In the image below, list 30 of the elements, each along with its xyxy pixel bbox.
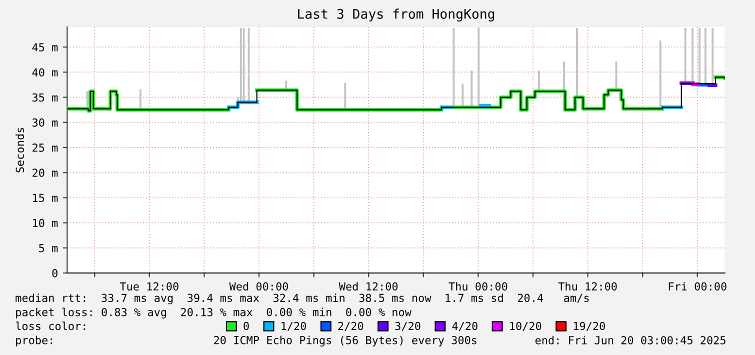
x-tick-label: Tue 12:00 — [120, 282, 178, 291]
legend-label: 10/20 — [510, 322, 542, 332]
legend-label: 2/20 — [338, 322, 364, 332]
text: median rtt: 33.7 ms avg 39.4 ms max 32.4 ms min 38.5 ms now 1.7 ms sd 20.4 am/s — [16, 294, 589, 304]
x-tick-label: Wed 00:00 — [229, 282, 288, 291]
y-tick-label: 45 m — [32, 43, 58, 52]
y-tick-label: 10 m — [33, 218, 58, 228]
y-tick-label: 20 m — [32, 168, 58, 177]
legend-label: 4/20 — [452, 322, 478, 332]
x-tick-label: Fri 00:00 — [668, 282, 726, 291]
y-tick-label: 0 — [52, 269, 58, 278]
y-tick-label: 15 m — [33, 194, 58, 202]
x-tick-label: Thu 12:00 — [558, 282, 617, 291]
legend-title: loss color: — [16, 322, 86, 330]
chart-title: Last 3 Days from HongKong — [298, 8, 494, 22]
y-tick-label: 40 m — [32, 68, 58, 77]
legend-label: 19/20 — [574, 322, 605, 332]
y-tick-label: 35 m — [32, 93, 58, 102]
y-tick-label: 30 m — [32, 118, 58, 127]
text: probe: 20 ICMP Echo Pings (56 Bytes) every 300s — [16, 336, 476, 346]
y-tick-label: 25 m — [32, 144, 58, 152]
text: packet loss: 0.83 % avg 20.13 % max 0.00 % min 0.00 % now — [16, 308, 412, 318]
x-tick-label: Thu 00:00 — [448, 282, 508, 291]
legend-label: 0 — [244, 322, 249, 330]
x-tick-label: Wed 12:00 — [338, 282, 398, 291]
y-tick-label: 5 m — [39, 244, 58, 252]
legend-label: 1/20 — [282, 322, 306, 332]
y-axis-title: Seconds — [16, 128, 24, 172]
text: end: Fri Jun 20 03:00:45 2025 — [535, 336, 726, 344]
legend-label: 3/20 — [395, 322, 420, 332]
